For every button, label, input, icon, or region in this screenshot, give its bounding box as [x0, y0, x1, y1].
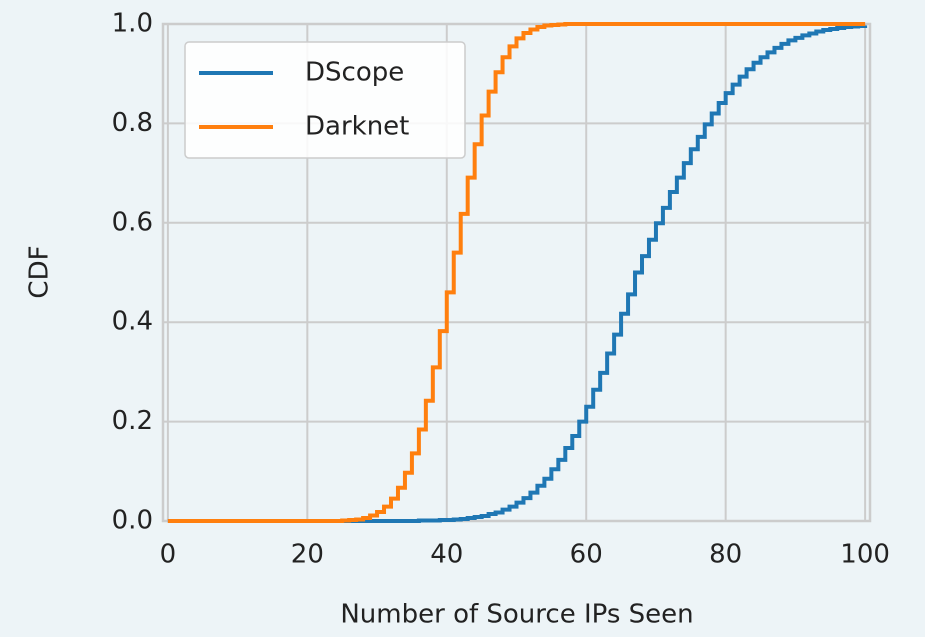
x-tick-label: 20 — [291, 540, 324, 570]
x-tick-label: 40 — [430, 540, 463, 570]
y-tick-label: 0.4 — [112, 307, 153, 337]
y-axis-label: CDF — [25, 245, 55, 298]
y-tick-label: 0.8 — [112, 108, 153, 138]
x-tick-label: 60 — [570, 540, 603, 570]
y-tick-label: 0.2 — [112, 406, 153, 436]
legend-label: Darknet — [305, 112, 409, 142]
x-axis-label: Number of Source IPs Seen — [340, 600, 693, 630]
y-tick-label: 0.6 — [112, 207, 153, 237]
x-tick-label: 0 — [160, 540, 177, 570]
legend-label: DScope — [305, 58, 404, 88]
x-tick-label: 80 — [709, 540, 742, 570]
x-tick-label: 100 — [840, 540, 890, 570]
y-tick-label: 0.0 — [112, 506, 153, 536]
plot-frame — [161, 22, 872, 523]
y-tick-label: 1.0 — [112, 9, 153, 39]
cdf-line — [167, 22, 866, 523]
